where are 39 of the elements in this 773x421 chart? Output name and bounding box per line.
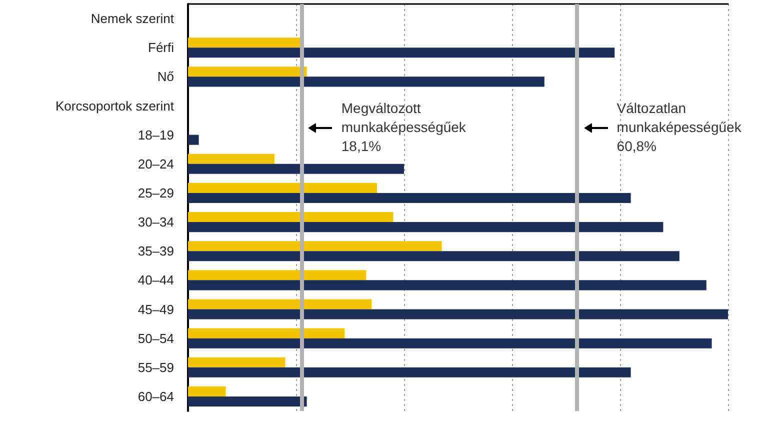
bar (188, 222, 664, 232)
bar (188, 367, 631, 378)
bar (188, 154, 274, 164)
bar (188, 66, 307, 77)
bar (188, 396, 307, 406)
y-tick-label: 55–59 (138, 360, 174, 375)
ref-line-label: Változatlan munkaképességűek 60,8% (616, 100, 742, 154)
y-tick-label: Korcsoportok szerint (56, 98, 174, 114)
bar (188, 299, 372, 310)
y-tick-label: Nemek szerint (90, 11, 174, 26)
bar (188, 48, 615, 58)
y-tick-label: 30–34 (138, 214, 174, 230)
bar (188, 241, 442, 252)
bar (188, 38, 302, 48)
y-tick-label: Nő (157, 69, 174, 84)
bar (188, 309, 728, 320)
bar (188, 134, 199, 145)
y-tick-label: 60–64 (138, 388, 174, 404)
y-tick-label: Férfi (148, 40, 174, 56)
bar (188, 357, 286, 368)
y-tick-label: 50–54 (138, 330, 174, 346)
bar (188, 212, 394, 222)
bar (188, 182, 377, 193)
bar (188, 270, 366, 280)
y-tick-label: 25–29 (138, 185, 174, 200)
y-tick-label: 40–44 (138, 272, 174, 288)
bar (188, 164, 404, 174)
bar (188, 328, 345, 338)
y-tick-label: 20–24 (138, 156, 174, 172)
bar (188, 76, 544, 87)
y-tick-label: 18–19 (138, 127, 174, 142)
bar (188, 251, 680, 262)
ref-line-label: Megváltozott munkaképességűek 18,1% (341, 100, 467, 154)
y-tick-label: 45–49 (138, 302, 174, 317)
bar (188, 386, 226, 396)
bar (188, 338, 712, 348)
bar (188, 192, 631, 203)
y-tick-label: 35–39 (138, 244, 174, 259)
bar (188, 280, 706, 290)
